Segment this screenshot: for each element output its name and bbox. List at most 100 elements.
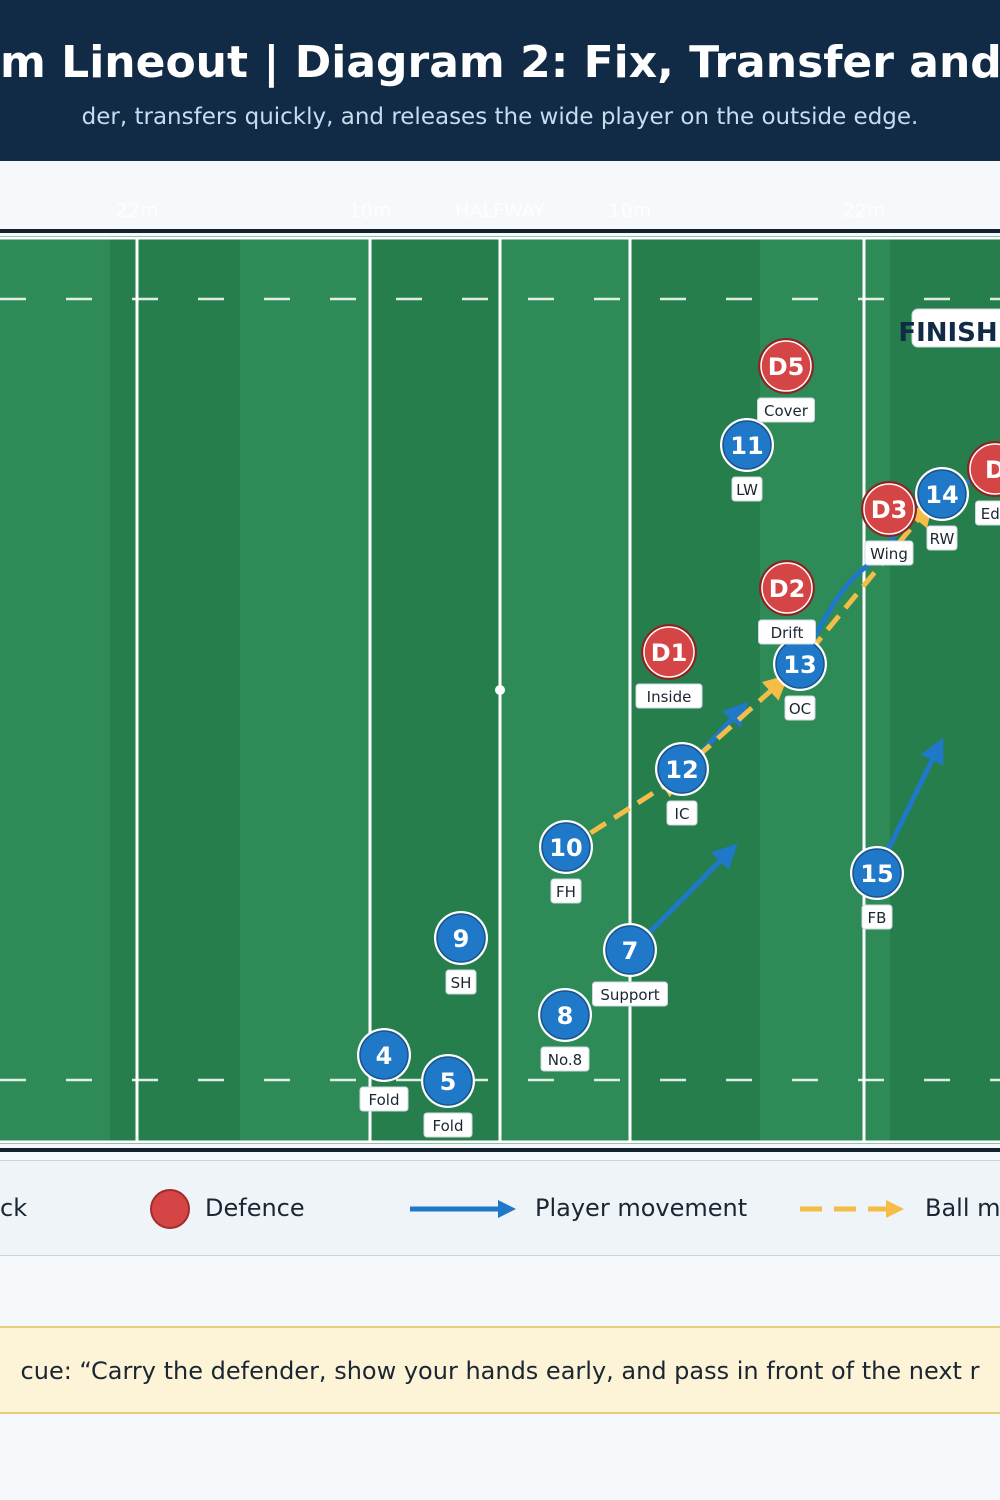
token-body (643, 626, 695, 678)
player-token-15: 15 FB (850, 846, 904, 930)
legend-ball-movement-icon (800, 1200, 904, 1218)
player-token-d: D Edg (967, 441, 1000, 526)
token-body (423, 1056, 473, 1106)
token-label: Edg (981, 505, 1000, 523)
token-label-box (926, 525, 958, 551)
token-label-box (550, 878, 582, 904)
token-label-box (592, 981, 668, 1007)
marking-10m-right: 10m (609, 200, 652, 222)
token-label-box (540, 1046, 590, 1072)
legend-player-movement-icon (410, 1200, 516, 1218)
turf-stripe (110, 236, 240, 1144)
player-token-d5: D5 Cover (757, 338, 815, 423)
turf-stripe (370, 236, 500, 1144)
token-body (359, 1030, 409, 1080)
player-token-5: 5 Fold (421, 1054, 475, 1138)
token-label: IC (675, 805, 690, 823)
finish-badge: FINISH (898, 308, 1000, 348)
player-token-10: 10 FH (539, 820, 593, 904)
legend-player-movement-label: Player movement (535, 1194, 748, 1222)
player-tokens: 11 LW 14 RW 13 OC 12 IC 10 FH 15 FB 9 SH 7 Support 8 No.8… (357, 338, 1000, 1138)
token-body (541, 822, 591, 872)
token-number: D2 (769, 575, 806, 603)
token-body (605, 925, 655, 975)
token-label-box (445, 969, 477, 995)
player-token-12: 12 IC (655, 742, 709, 826)
token-body (863, 483, 915, 535)
token-label: No.8 (548, 1051, 582, 1069)
movement-15 (884, 737, 944, 854)
token-body (761, 562, 813, 614)
token-label: Wing (870, 545, 908, 563)
marking-22m-right: 22m (843, 200, 886, 222)
token-label: Drift (771, 624, 804, 642)
token-label-box (861, 904, 893, 930)
player-token-14: 14 RW (915, 467, 969, 551)
token-body (722, 420, 772, 470)
token-number: D1 (651, 639, 688, 667)
legend-attack-label: ck (0, 1194, 28, 1222)
page-subtitle: der, transfers quickly, and releases the… (81, 104, 919, 130)
token-number: 10 (549, 834, 582, 862)
pass-10-12 (565, 773, 685, 851)
centre-spot (495, 685, 505, 695)
token-label: FB (868, 909, 887, 927)
token-label: Fold (433, 1117, 464, 1135)
token-label-box (731, 476, 763, 502)
token-label-box (975, 500, 1000, 526)
finish-label: FINISH (898, 318, 997, 348)
token-label: Cover (764, 402, 809, 420)
token-number: 15 (860, 860, 893, 888)
token-label-box (784, 695, 816, 721)
token-body (917, 469, 967, 519)
token-number: D3 (871, 496, 908, 524)
page-title: m Lineout | Diagram 2: Fix, Transfer and… (0, 37, 1000, 88)
token-label: Fold (369, 1091, 400, 1109)
player-token-8: 8 No.8 (538, 988, 592, 1072)
player-token-d2: D2 Drift (758, 560, 816, 645)
token-number: 11 (730, 432, 763, 460)
token-number: D5 (768, 353, 805, 381)
token-number: 12 (665, 756, 698, 784)
legend-defence-swatch (150, 1189, 190, 1229)
token-label-box (864, 540, 914, 566)
pass-12-13 (674, 674, 789, 778)
coaching-cue-text: cue: “Carry the defender, show your hand… (20, 1357, 980, 1385)
token-label-box (758, 619, 816, 645)
token-number: 9 (453, 925, 470, 953)
player-token-d1: D1 Inside (635, 624, 703, 709)
token-label-box (635, 683, 703, 709)
marking-halfway: HALFWAY (455, 200, 545, 222)
token-number: 7 (622, 937, 639, 965)
token-body (760, 340, 812, 392)
token-number: 4 (376, 1042, 393, 1070)
marking-10m-left: 10m (349, 200, 392, 222)
player-token-11: 11 LW (720, 418, 774, 502)
header: m Lineout | Diagram 2: Fix, Transfer and… (0, 0, 1000, 161)
legend-ball-movement-label: Ball m (925, 1194, 1000, 1222)
token-label: RW (930, 530, 955, 548)
player-token-13: 13 OC (773, 637, 827, 721)
token-label: OC (789, 700, 811, 718)
legend-defence-label: Defence (205, 1194, 305, 1222)
token-label: LW (736, 481, 758, 499)
token-label-box (757, 397, 815, 423)
token-number: 8 (557, 1002, 574, 1030)
token-label: Inside (647, 688, 692, 706)
token-label-box (423, 1112, 473, 1138)
marking-22m-left: 22m (116, 200, 159, 222)
token-number: D (985, 456, 1000, 484)
player-token-9: 9 SH (434, 911, 488, 995)
movement-7 (640, 843, 738, 942)
token-body (540, 990, 590, 1040)
token-label-box (359, 1086, 409, 1112)
coaching-cue: cue: “Carry the defender, show your hand… (0, 1326, 1000, 1414)
token-label-box (666, 800, 698, 826)
token-body (969, 443, 1000, 495)
player-token-d3: D3 Wing (861, 481, 917, 566)
legend: ck Defence Player movement Ball m (0, 1160, 1000, 1256)
token-label: SH (451, 974, 472, 992)
turf-stripe (890, 236, 1000, 1144)
token-number: 5 (440, 1068, 457, 1096)
